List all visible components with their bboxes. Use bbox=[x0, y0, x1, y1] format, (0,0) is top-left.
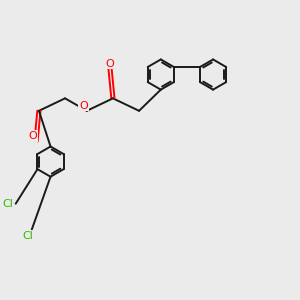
Text: O: O bbox=[79, 100, 88, 111]
Text: O: O bbox=[106, 58, 114, 68]
Text: Cl: Cl bbox=[2, 199, 13, 209]
Text: O: O bbox=[28, 131, 37, 141]
Text: Cl: Cl bbox=[22, 231, 33, 241]
